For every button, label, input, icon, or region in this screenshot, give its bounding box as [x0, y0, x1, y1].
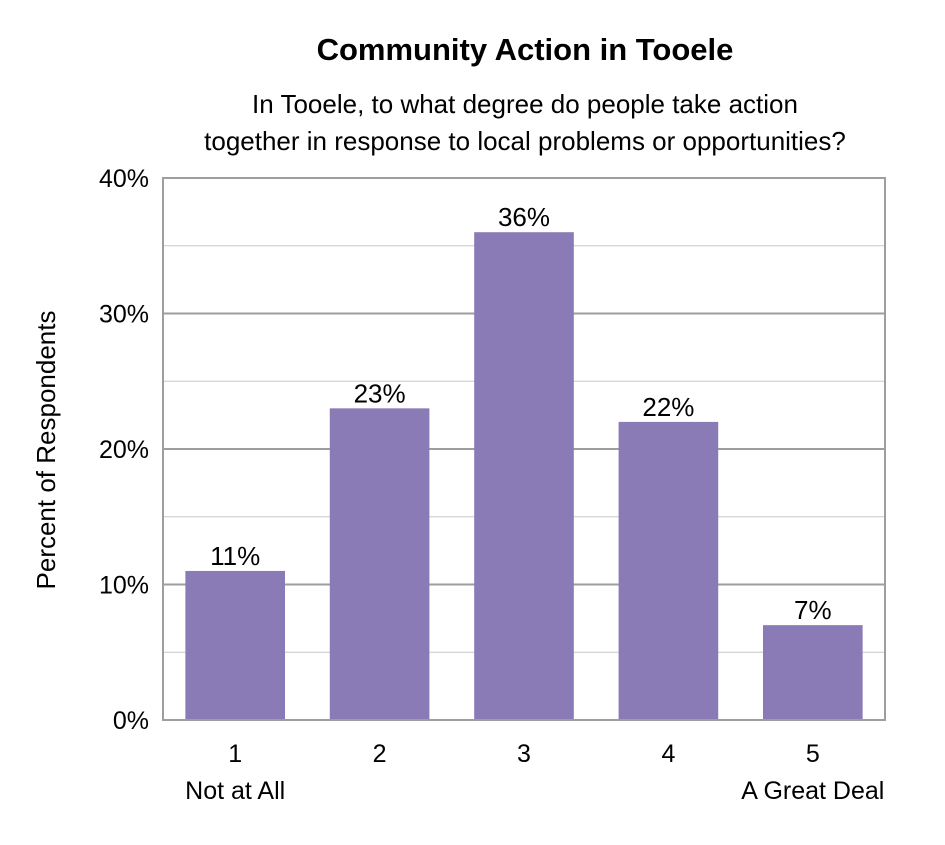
bar: [762, 625, 863, 720]
bar: [618, 421, 719, 720]
x-tick-sublabel: Not at All: [185, 777, 285, 805]
y-tick-label: 10%: [99, 572, 149, 600]
x-tick-label: 5: [806, 740, 820, 768]
x-tick-label: 1: [228, 740, 242, 768]
bars: [185, 232, 863, 720]
chart-subtitle-line-1: In Tooele, to what degree do people take…: [252, 89, 798, 119]
bar: [185, 570, 286, 720]
x-tick-label: 2: [373, 740, 387, 768]
x-tick-label: 3: [517, 740, 531, 768]
x-tick-label: 4: [661, 740, 675, 768]
y-axis-label: Percent of Respondents: [31, 311, 61, 590]
y-tick-label: 30%: [99, 301, 149, 329]
y-tick-label: 40%: [99, 165, 149, 193]
axes: [162, 177, 886, 721]
data-label: 11%: [210, 541, 260, 571]
bar: [329, 408, 430, 720]
labels: 0% 10% 20% 30% 40% 11% 1 Not at All 23% 2 36% 3 22% 4…: [99, 165, 884, 805]
data-label: 7%: [794, 595, 832, 625]
data-label: 22%: [642, 392, 694, 422]
data-label: 36%: [498, 202, 550, 232]
chart-title: Community Action in Tooele: [317, 32, 734, 67]
x-tick-sublabel: A Great Deal: [741, 777, 884, 805]
chart-subtitle-line-2: together in response to local problems o…: [204, 126, 846, 156]
plot-area-border: [162, 177, 886, 721]
bar: [474, 232, 574, 720]
data-label: 23%: [354, 378, 406, 408]
y-tick-label: 0%: [113, 707, 149, 735]
y-tick-label: 20%: [99, 436, 149, 464]
